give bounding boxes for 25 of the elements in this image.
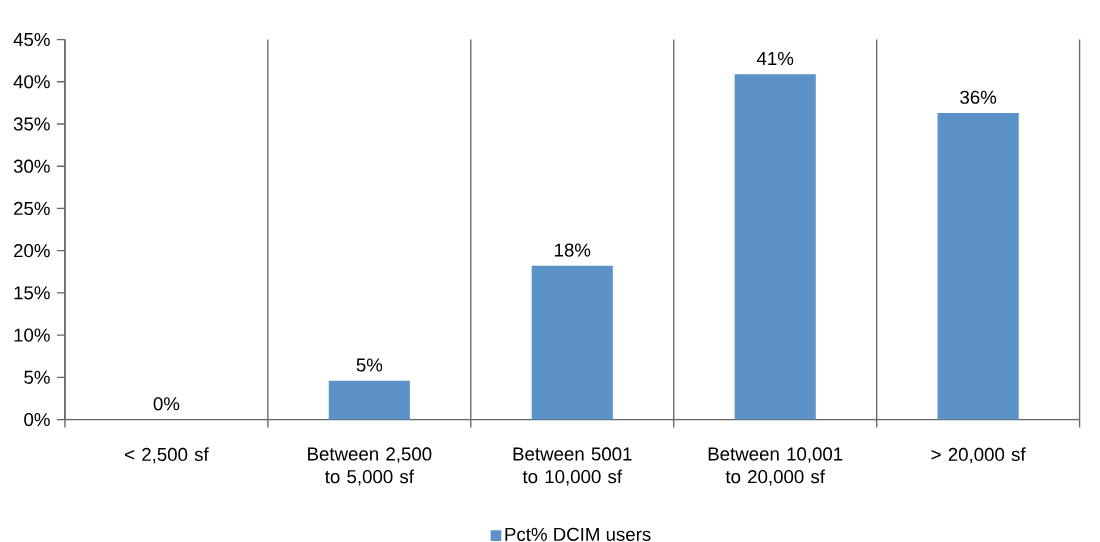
bar (531, 265, 613, 420)
bar (937, 113, 1019, 420)
x-tick-label: > 20,000 sf (931, 447, 1026, 464)
x-tick-label: < 2,500 sf (125, 447, 209, 464)
y-tick-label: 45% (13, 32, 50, 47)
data-label: 0% (153, 397, 180, 411)
data-label: 36% (960, 90, 997, 104)
x-tick-label: Between 2,500 to 5,000 sf (308, 447, 432, 486)
data-label: 41% (756, 51, 794, 66)
y-tick-label: 15% (14, 286, 50, 300)
y-tick-label: 0% (24, 412, 50, 427)
bar (328, 380, 410, 420)
y-tick-label: 40% (13, 75, 50, 89)
y-tick-label: 5% (24, 370, 50, 384)
bar (734, 74, 816, 420)
y-tick-label: 10% (14, 328, 50, 342)
x-tick-label: Between 10,001 to 20,000 sf (708, 447, 843, 486)
y-tick-label: 35% (13, 117, 50, 131)
y-tick-label: 30% (13, 159, 50, 173)
y-tick-label: 20% (14, 244, 50, 258)
x-tick-label: Between 5001 to 10,000 sf (513, 447, 632, 486)
data-label: 5% (356, 358, 383, 372)
legend-label: Pct% DCIM users (505, 527, 651, 541)
y-tick-label: 25% (14, 201, 50, 216)
data-label: 18% (555, 243, 591, 257)
